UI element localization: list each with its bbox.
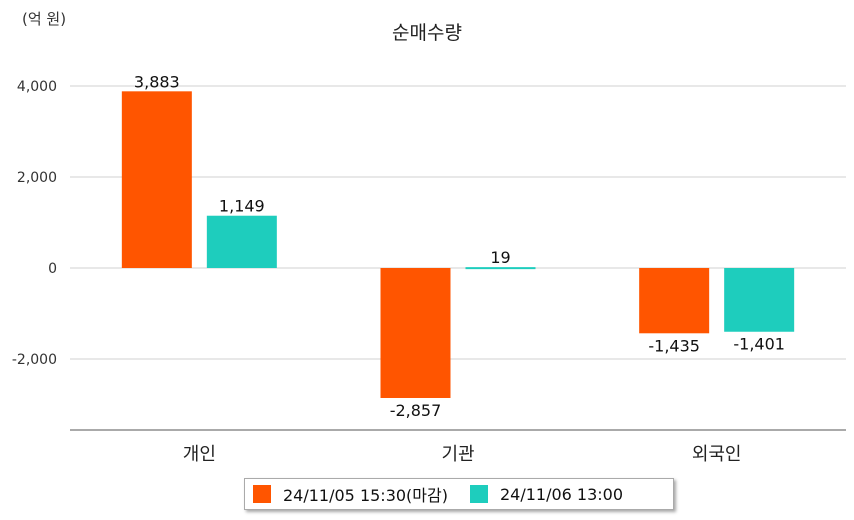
- y-tick-label: 0: [48, 261, 57, 277]
- bar-chart: 4,000 2,000 0 -2,000 3,883 1,149 개인 -2,857 19 기관 -…: [12, 72, 846, 465]
- x-tick-label: 개인: [183, 444, 216, 465]
- legend-item-series-1[interactable]: 24/11/05 15:30(마감): [253, 482, 448, 506]
- legend-swatch-series-1: [253, 485, 271, 503]
- legend-swatch-series-2: [469, 485, 488, 503]
- data-label: 1,149: [219, 197, 265, 216]
- legend-item-series-2[interactable]: 24/11/06 13:00: [469, 484, 624, 504]
- y-axis-unit-label: (억 원): [22, 10, 67, 28]
- chart-title: 순매수량: [392, 22, 462, 44]
- legend: 24/11/05 15:30(마감) 24/11/06 13:00: [244, 478, 674, 510]
- bar: [639, 268, 710, 334]
- bar: [724, 268, 795, 332]
- y-tick-label: -2,000: [12, 352, 57, 368]
- data-label: -1,401: [733, 335, 785, 354]
- data-label: -2,857: [390, 401, 442, 420]
- data-label: 19: [490, 248, 510, 267]
- bar: [380, 268, 451, 398]
- bar: [465, 267, 536, 270]
- bar: [206, 215, 277, 268]
- bar: [121, 91, 192, 268]
- data-label: 3,883: [134, 72, 180, 91]
- data-label: -1,435: [648, 336, 700, 355]
- y-tick-label: 4,000: [17, 79, 57, 95]
- y-tick-label: 2,000: [17, 170, 57, 186]
- x-tick-label: 기관: [441, 444, 474, 465]
- x-tick-label: 외국인: [692, 444, 742, 465]
- legend-label-series-1: 24/11/05 15:30(마감): [283, 486, 448, 505]
- legend-label-series-2: 24/11/06 13:00: [499, 484, 624, 504]
